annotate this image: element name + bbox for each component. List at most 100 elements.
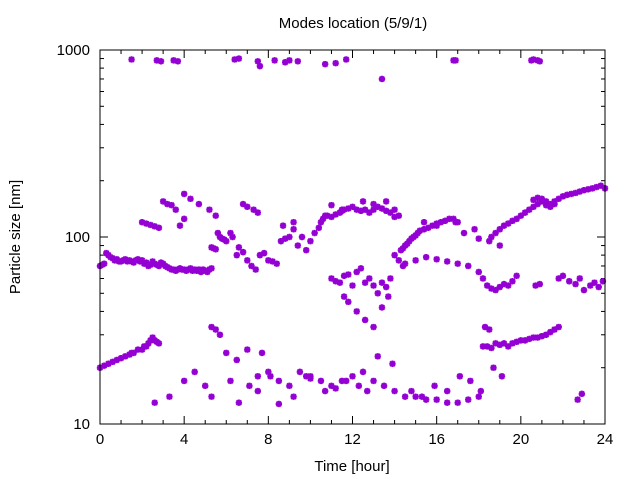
data-point — [342, 377, 350, 385]
data-point — [239, 248, 247, 256]
data-point — [500, 222, 508, 229]
data-point — [260, 249, 268, 257]
data-point — [509, 340, 516, 347]
data-point — [109, 358, 116, 366]
data-point — [340, 272, 348, 280]
data-point — [382, 207, 390, 215]
data-point — [454, 399, 461, 406]
data-point — [563, 191, 571, 199]
data-point — [580, 186, 588, 194]
data-point — [128, 56, 135, 63]
data-point — [500, 280, 508, 288]
data-point — [391, 251, 398, 259]
data-point — [355, 382, 363, 390]
data-point — [401, 260, 409, 267]
data-point — [456, 373, 464, 380]
data-point — [212, 212, 219, 219]
data-point — [576, 275, 583, 282]
data-point — [180, 215, 188, 223]
data-point — [227, 229, 234, 237]
data-point — [568, 190, 575, 198]
data-point — [488, 233, 495, 241]
data-point — [307, 375, 314, 382]
data-point — [157, 58, 165, 65]
data-point — [395, 257, 402, 264]
data-point — [353, 206, 360, 213]
data-point — [113, 356, 121, 364]
data-point — [492, 286, 499, 294]
data-point — [244, 257, 251, 264]
data-point — [496, 226, 503, 233]
data-point — [391, 213, 398, 221]
y-tick-label: 10 — [73, 416, 90, 433]
data-point — [542, 198, 550, 205]
data-point — [542, 331, 550, 338]
data-point — [530, 56, 537, 63]
data-point — [584, 186, 592, 193]
data-point — [227, 377, 234, 385]
data-point — [513, 272, 520, 280]
x-tick-label: 16 — [428, 431, 445, 448]
data-point — [361, 279, 369, 286]
data-point — [349, 203, 356, 211]
data-point — [599, 278, 607, 285]
data-point — [235, 399, 243, 406]
data-point — [418, 393, 426, 400]
data-point — [231, 56, 238, 63]
data-point — [332, 211, 339, 218]
data-point — [483, 343, 491, 350]
data-point — [256, 62, 264, 70]
data-point — [475, 235, 482, 242]
data-point — [454, 260, 461, 267]
data-point — [357, 265, 365, 272]
data-point — [370, 282, 377, 289]
data-point — [382, 283, 390, 291]
data-point — [275, 400, 283, 408]
data-point — [170, 57, 177, 64]
data-point — [286, 233, 293, 241]
y-tick-label: 1000 — [57, 42, 90, 59]
data-point — [479, 275, 487, 282]
data-point — [138, 257, 146, 264]
data-point — [486, 326, 493, 333]
data-point — [443, 258, 451, 265]
data-point — [490, 364, 497, 371]
data-point — [345, 205, 352, 212]
data-point — [294, 242, 301, 249]
data-point — [254, 209, 262, 216]
data-point — [342, 56, 350, 63]
data-point — [138, 346, 146, 353]
data-point — [303, 373, 310, 380]
data-point — [401, 393, 409, 400]
data-point — [340, 293, 348, 300]
data-point — [244, 203, 251, 211]
data-point — [425, 224, 432, 231]
data-point — [374, 203, 381, 211]
data-point — [460, 229, 468, 237]
data-point — [452, 57, 459, 64]
data-point — [433, 222, 440, 229]
data-point — [202, 382, 209, 390]
data-point — [488, 285, 495, 292]
data-point — [359, 198, 367, 205]
data-point — [492, 340, 499, 347]
data-point — [391, 206, 398, 213]
data-point — [566, 278, 573, 285]
data-point — [420, 226, 428, 233]
data-point — [530, 334, 537, 341]
data-point — [446, 215, 453, 223]
data-point — [450, 215, 457, 223]
data-point — [572, 280, 579, 288]
data-point — [275, 377, 283, 385]
data-point — [395, 212, 402, 219]
data-point — [374, 290, 381, 297]
data-point — [530, 203, 537, 211]
data-point — [328, 201, 335, 209]
data-point — [250, 206, 257, 213]
data-point — [465, 396, 472, 403]
data-point — [298, 233, 306, 241]
data-point — [496, 242, 503, 249]
data-point — [555, 195, 562, 203]
